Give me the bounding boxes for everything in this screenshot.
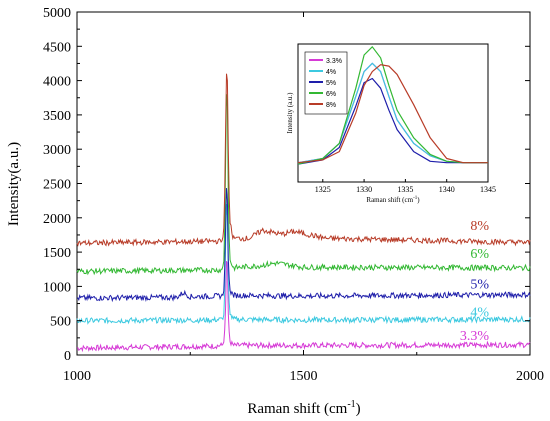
y-tick-label: 1000 <box>43 280 71 295</box>
inset-y-axis-title: Intensity (a.u.) <box>286 92 294 134</box>
series-label-8: 8% <box>470 219 489 234</box>
y-tick-label: 3000 <box>43 143 71 158</box>
legend-label-3-3: 3.3% <box>326 58 342 65</box>
main-series-labels: 3.3% 4% 5% 6% 8% <box>460 219 490 344</box>
inset-x-tick-label: 1325 <box>315 185 331 194</box>
legend-label-8: 8% <box>326 102 336 109</box>
y-tick-label: 500 <box>50 315 71 330</box>
legend-label-4: 4% <box>326 69 336 76</box>
inset-x-tick-label: 1330 <box>356 185 372 194</box>
y-tick-label: 2000 <box>43 212 71 227</box>
y-tick-label: 5000 <box>43 6 71 21</box>
y-tick-label: 4500 <box>43 40 71 55</box>
main-series-group <box>76 73 531 353</box>
series-label-5: 5% <box>470 277 489 292</box>
series-line-8 <box>76 73 531 247</box>
inset-legend: 3.3% 4% 5% 6% 8% <box>304 51 348 115</box>
legend-label-5: 5% <box>326 80 336 87</box>
inset-x-axis-title: Raman shift (cm-1) <box>366 196 420 204</box>
series-line-5 <box>76 188 531 303</box>
y-tick-label: 2500 <box>43 178 71 193</box>
inset-series-line-6 <box>297 46 488 165</box>
inset-series-group <box>297 46 488 165</box>
main-y-axis: 0 500 1000 1500 2000 2500 3000 3500 4000 4500 5000 <box>43 6 530 364</box>
y-tick-label: 1500 <box>43 246 71 261</box>
main-x-axis-title: Raman shift (cm-1) <box>247 399 360 417</box>
legend-label-6: 6% <box>326 91 336 98</box>
series-line-6 <box>76 94 531 276</box>
inset-x-axis: 1325 1330 1335 1340 1345 <box>315 179 496 194</box>
inset-series-line-8 <box>297 64 488 164</box>
y-tick-label: 0 <box>64 349 71 364</box>
main-x-axis: 1000 1500 2000 <box>63 12 544 384</box>
inset-x-tick-label: 1345 <box>480 185 496 194</box>
x-tick-label: 1000 <box>63 369 91 384</box>
series-label-6: 6% <box>470 247 489 262</box>
series-label-4: 4% <box>470 305 489 320</box>
inset-series-line-5 <box>297 77 488 165</box>
series-label-3-3: 3.3% <box>460 329 490 344</box>
inset-x-tick-label: 1335 <box>397 185 413 194</box>
main-y-axis-title: Intensity(a.u.) <box>6 142 22 226</box>
y-tick-label: 4000 <box>43 75 71 90</box>
y-tick-label: 3500 <box>43 109 71 124</box>
x-tick-label: 1500 <box>290 369 318 384</box>
x-tick-label: 2000 <box>516 369 544 384</box>
inset-x-tick-label: 1340 <box>439 185 455 194</box>
series-line-3-3 <box>76 261 531 353</box>
series-line-4 <box>76 204 531 325</box>
